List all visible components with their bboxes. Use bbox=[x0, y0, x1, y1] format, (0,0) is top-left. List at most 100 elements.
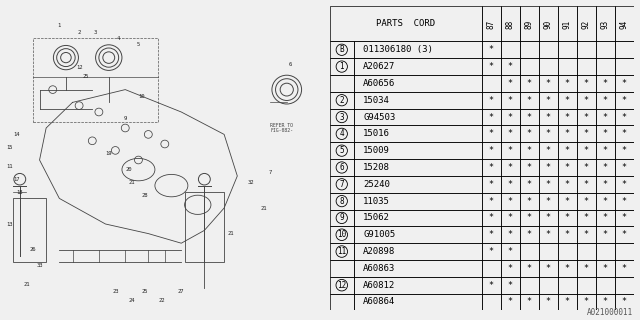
Text: 9: 9 bbox=[339, 213, 344, 222]
Text: *: * bbox=[508, 113, 513, 122]
Text: *: * bbox=[488, 113, 493, 122]
Text: 12: 12 bbox=[76, 65, 83, 70]
Text: 15016: 15016 bbox=[363, 129, 390, 138]
Text: 9: 9 bbox=[124, 116, 127, 121]
Text: 15: 15 bbox=[6, 145, 13, 150]
Text: *: * bbox=[621, 113, 627, 122]
Text: 13: 13 bbox=[6, 221, 13, 227]
Text: 89: 89 bbox=[525, 19, 534, 28]
Text: 8: 8 bbox=[339, 196, 344, 206]
Text: *: * bbox=[527, 180, 532, 189]
Text: 6: 6 bbox=[289, 61, 292, 67]
Text: B: B bbox=[339, 45, 344, 54]
Text: *: * bbox=[527, 196, 532, 206]
Text: *: * bbox=[564, 230, 570, 239]
Text: *: * bbox=[545, 129, 550, 138]
Text: *: * bbox=[621, 79, 627, 88]
Text: *: * bbox=[527, 96, 532, 105]
Text: *: * bbox=[488, 96, 493, 105]
Text: *: * bbox=[603, 180, 607, 189]
Text: 5: 5 bbox=[137, 42, 140, 47]
Text: *: * bbox=[527, 213, 532, 222]
Text: 91: 91 bbox=[563, 19, 572, 28]
Text: *: * bbox=[584, 96, 589, 105]
Text: *: * bbox=[527, 129, 532, 138]
Text: *: * bbox=[508, 62, 513, 71]
Text: *: * bbox=[545, 180, 550, 189]
Text: *: * bbox=[584, 298, 589, 307]
Text: *: * bbox=[545, 264, 550, 273]
Text: 21: 21 bbox=[227, 231, 234, 236]
Text: *: * bbox=[527, 230, 532, 239]
Text: *: * bbox=[508, 298, 513, 307]
Text: *: * bbox=[584, 113, 589, 122]
Text: *: * bbox=[603, 230, 607, 239]
Text: 011306180 (3): 011306180 (3) bbox=[363, 45, 433, 54]
Text: *: * bbox=[508, 79, 513, 88]
Text: G91005: G91005 bbox=[363, 230, 396, 239]
Text: *: * bbox=[545, 213, 550, 222]
Text: *: * bbox=[545, 230, 550, 239]
Text: 21: 21 bbox=[23, 282, 29, 287]
Text: *: * bbox=[545, 113, 550, 122]
Text: *: * bbox=[584, 163, 589, 172]
Text: *: * bbox=[564, 180, 570, 189]
Text: *: * bbox=[508, 230, 513, 239]
Text: 92: 92 bbox=[582, 19, 591, 28]
Text: *: * bbox=[508, 180, 513, 189]
Text: *: * bbox=[527, 79, 532, 88]
Text: 2: 2 bbox=[77, 29, 81, 35]
Text: 33: 33 bbox=[36, 263, 43, 268]
Text: A20898: A20898 bbox=[363, 247, 396, 256]
Text: 11: 11 bbox=[6, 164, 13, 169]
Text: *: * bbox=[621, 196, 627, 206]
Text: *: * bbox=[488, 230, 493, 239]
Text: *: * bbox=[603, 196, 607, 206]
Text: *: * bbox=[584, 264, 589, 273]
Text: 12: 12 bbox=[337, 281, 346, 290]
Text: 93: 93 bbox=[600, 19, 610, 28]
Text: A20627: A20627 bbox=[363, 62, 396, 71]
Text: A60864: A60864 bbox=[363, 298, 396, 307]
Text: 1: 1 bbox=[339, 62, 344, 71]
Text: *: * bbox=[584, 213, 589, 222]
Text: *: * bbox=[508, 196, 513, 206]
Text: 20: 20 bbox=[125, 167, 132, 172]
Text: 25: 25 bbox=[142, 289, 148, 294]
Text: *: * bbox=[527, 264, 532, 273]
Text: *: * bbox=[621, 146, 627, 155]
Text: *: * bbox=[564, 298, 570, 307]
Text: *: * bbox=[545, 96, 550, 105]
Text: *: * bbox=[564, 213, 570, 222]
Text: 4: 4 bbox=[117, 36, 120, 41]
Text: *: * bbox=[488, 62, 493, 71]
Text: *: * bbox=[584, 230, 589, 239]
Text: *: * bbox=[584, 129, 589, 138]
Text: *: * bbox=[527, 146, 532, 155]
Text: *: * bbox=[488, 129, 493, 138]
Text: *: * bbox=[508, 146, 513, 155]
Text: *: * bbox=[603, 113, 607, 122]
Text: *: * bbox=[603, 129, 607, 138]
Text: 10: 10 bbox=[138, 93, 145, 99]
Text: *: * bbox=[508, 129, 513, 138]
Text: 2: 2 bbox=[339, 96, 344, 105]
Text: *: * bbox=[584, 79, 589, 88]
Text: A60812: A60812 bbox=[363, 281, 396, 290]
Text: 22: 22 bbox=[158, 298, 164, 303]
Text: *: * bbox=[488, 146, 493, 155]
Text: *: * bbox=[603, 96, 607, 105]
Text: *: * bbox=[603, 264, 607, 273]
Text: 90: 90 bbox=[543, 19, 552, 28]
Text: *: * bbox=[564, 79, 570, 88]
Text: *: * bbox=[621, 213, 627, 222]
Text: *: * bbox=[564, 196, 570, 206]
Text: 17: 17 bbox=[13, 177, 20, 182]
Text: *: * bbox=[621, 264, 627, 273]
Text: 15062: 15062 bbox=[363, 213, 390, 222]
Text: *: * bbox=[488, 45, 493, 54]
Text: *: * bbox=[508, 96, 513, 105]
Text: 11035: 11035 bbox=[363, 196, 390, 206]
Text: PARTS  CORD: PARTS CORD bbox=[376, 20, 435, 28]
Text: *: * bbox=[621, 163, 627, 172]
